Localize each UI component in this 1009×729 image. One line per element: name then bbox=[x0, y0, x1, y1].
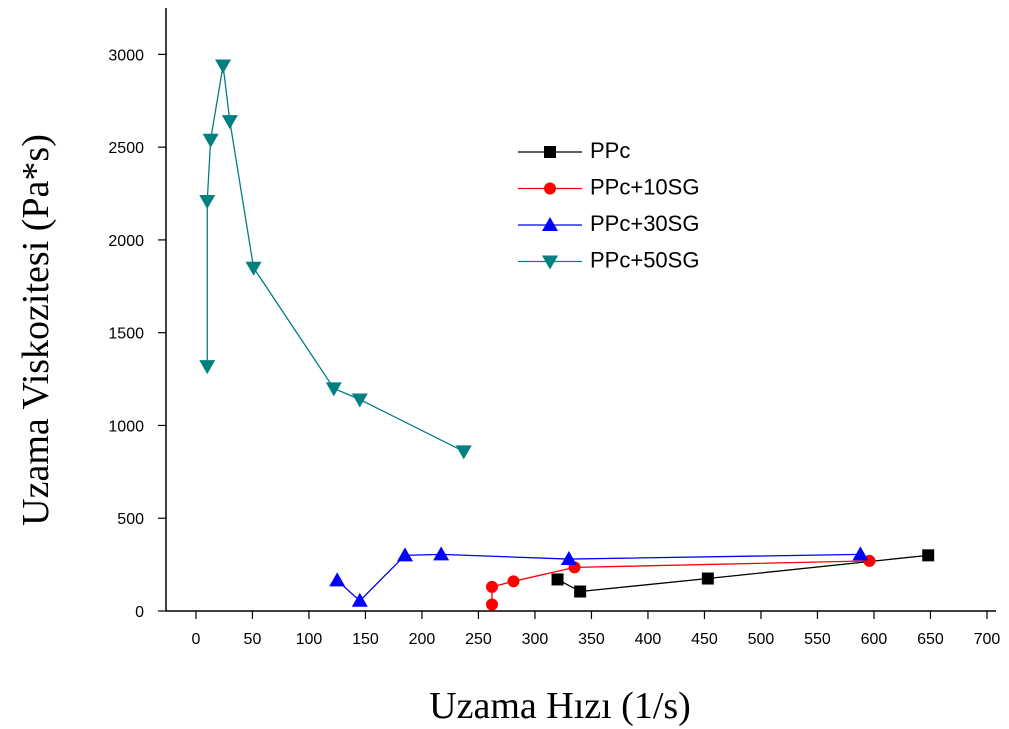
marker bbox=[351, 592, 368, 607]
y-tick-label: 1500 bbox=[108, 326, 144, 343]
marker bbox=[215, 59, 232, 74]
y-tick-label: 2000 bbox=[108, 233, 144, 250]
legend-marker bbox=[544, 146, 556, 158]
legend-label: PPc+30SG bbox=[590, 211, 699, 236]
x-tick-label: 600 bbox=[861, 631, 888, 648]
marker bbox=[199, 360, 216, 375]
marker bbox=[396, 547, 413, 562]
marker bbox=[507, 575, 520, 588]
legend-label: PPc+50SG bbox=[590, 247, 699, 272]
x-tick-label: 650 bbox=[917, 631, 944, 648]
marker bbox=[221, 115, 238, 130]
marker bbox=[486, 598, 499, 611]
x-tick-label: 150 bbox=[352, 631, 379, 648]
x-axis-title: Uzama Hızı (1/s) bbox=[429, 685, 691, 727]
series-line bbox=[336, 553, 861, 602]
x-tick-label: 700 bbox=[974, 631, 1001, 648]
series-line bbox=[206, 65, 465, 453]
marker bbox=[455, 445, 472, 460]
x-tick-label: 400 bbox=[635, 631, 662, 648]
x-tick-label: 200 bbox=[409, 631, 436, 648]
x-tick-label: 550 bbox=[804, 631, 831, 648]
x-tick-label: 250 bbox=[465, 631, 492, 648]
marker bbox=[202, 133, 219, 148]
marker bbox=[325, 382, 342, 397]
y-tick-label: 2500 bbox=[108, 140, 144, 157]
legend-marker bbox=[542, 217, 558, 231]
marker bbox=[486, 580, 499, 593]
marker bbox=[551, 573, 564, 586]
marker bbox=[574, 585, 587, 598]
series-line bbox=[557, 554, 929, 593]
marker bbox=[852, 546, 869, 561]
legend-label: PPc+10SG bbox=[590, 174, 699, 199]
x-tick-label: 100 bbox=[296, 631, 323, 648]
x-tick-label: 450 bbox=[691, 631, 718, 648]
marker bbox=[560, 551, 577, 566]
x-tick-label: 500 bbox=[748, 631, 775, 648]
y-tick-label: 500 bbox=[117, 511, 144, 528]
marker bbox=[351, 393, 368, 408]
x-tick-label: 0 bbox=[191, 631, 200, 648]
y-tick-label: 0 bbox=[135, 604, 144, 621]
y-tick-label: 1000 bbox=[108, 418, 144, 435]
marker bbox=[433, 546, 450, 561]
marker bbox=[199, 194, 216, 209]
legend-marker bbox=[542, 255, 558, 270]
x-tick-label: 50 bbox=[244, 631, 262, 648]
marker bbox=[329, 572, 346, 587]
x-tick-label: 300 bbox=[522, 631, 549, 648]
legend-marker bbox=[544, 182, 556, 195]
marker bbox=[922, 549, 935, 562]
x-tick-label: 350 bbox=[578, 631, 605, 648]
marker bbox=[245, 261, 262, 276]
y-axis-title: Uzama Viskozitesi (Pa*s) bbox=[15, 134, 57, 526]
marker bbox=[701, 572, 714, 585]
y-tick-label: 3000 bbox=[108, 47, 144, 64]
legend-label: PPc bbox=[590, 138, 630, 163]
